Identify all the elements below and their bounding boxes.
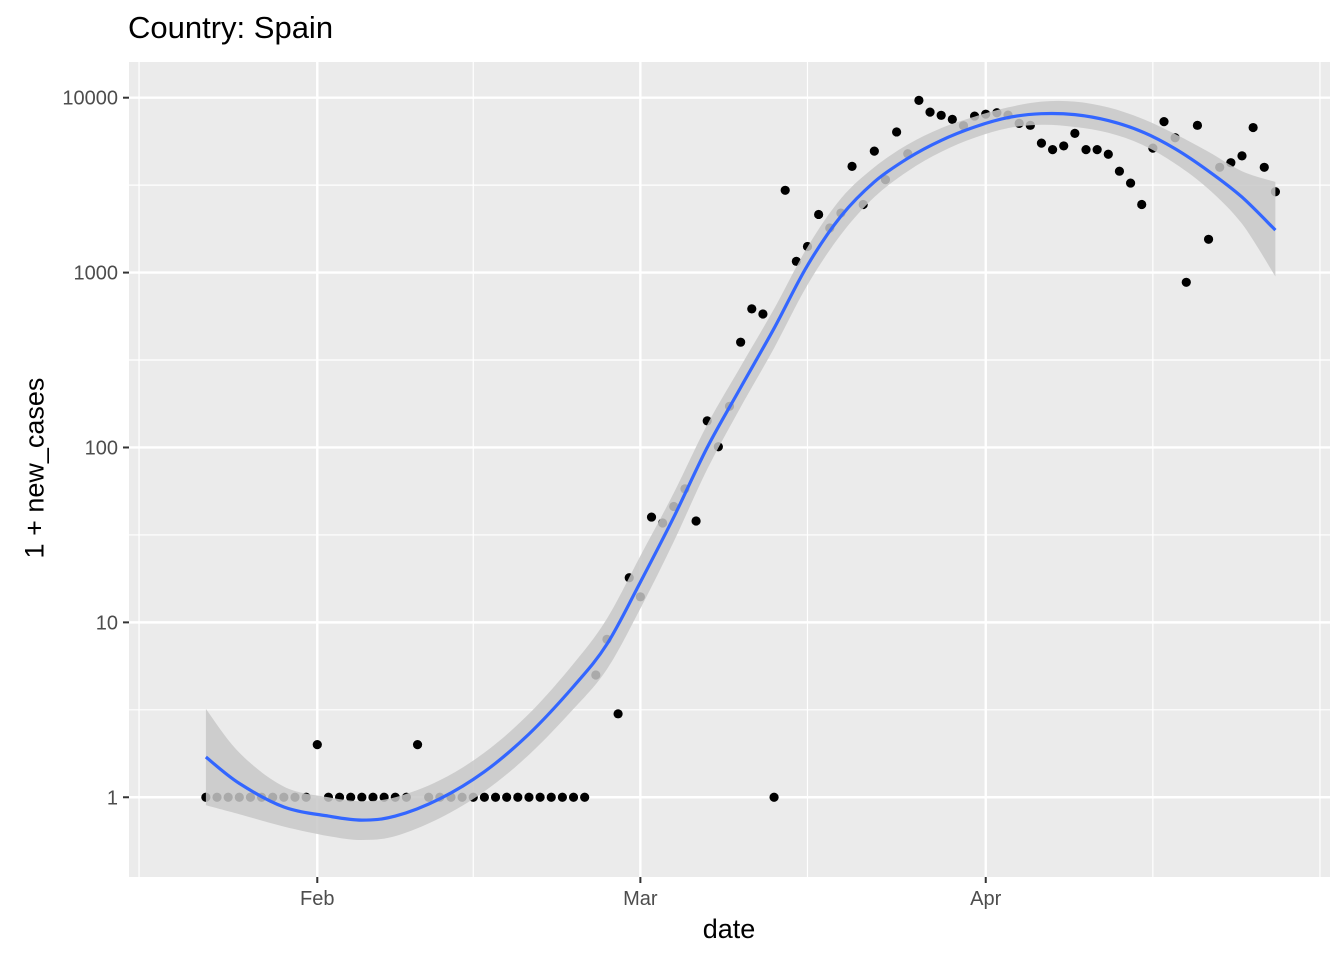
data-point <box>1259 162 1269 172</box>
data-point <box>1192 120 1203 130</box>
data-point <box>1125 178 1136 188</box>
data-point <box>524 792 534 802</box>
chart-title: Country: Spain <box>128 10 334 45</box>
data-point <box>736 337 746 347</box>
data-point <box>758 309 768 319</box>
data-point <box>568 792 579 802</box>
x-tick-label: Apr <box>970 888 1001 910</box>
data-point <box>925 107 935 117</box>
data-point <box>312 740 322 750</box>
data-point <box>936 110 946 120</box>
data-point <box>747 304 757 314</box>
data-point <box>947 114 957 124</box>
data-point <box>346 792 356 802</box>
data-point <box>502 792 512 802</box>
data-point <box>368 792 378 802</box>
data-point <box>1047 144 1058 155</box>
data-point <box>412 740 423 750</box>
plot-panel <box>129 62 1330 877</box>
data-point <box>914 95 924 106</box>
data-point <box>1103 149 1113 159</box>
y-tick-label: 10000 <box>62 88 118 110</box>
x-axis-label: date <box>702 914 756 944</box>
data-point <box>1159 117 1169 127</box>
data-point <box>1203 234 1214 244</box>
data-point <box>490 792 501 802</box>
data-point <box>1070 128 1080 138</box>
data-point <box>1092 144 1102 155</box>
data-point <box>1114 166 1125 176</box>
data-point <box>357 792 367 802</box>
data-point <box>1059 141 1069 151</box>
data-point <box>869 146 879 156</box>
data-point <box>513 792 523 802</box>
y-tick-label: 1 <box>107 787 118 809</box>
data-point <box>646 512 657 522</box>
data-point <box>1081 144 1091 155</box>
data-point <box>557 792 567 802</box>
data-point <box>691 516 701 526</box>
data-point <box>1036 138 1047 148</box>
data-point <box>769 792 779 802</box>
data-point <box>1248 122 1258 133</box>
data-point <box>546 792 556 802</box>
data-point <box>892 127 902 137</box>
data-point <box>580 792 590 802</box>
data-point <box>814 209 824 220</box>
y-tick-label: 10 <box>96 612 118 634</box>
y-tick-label: 100 <box>85 437 118 459</box>
x-tick-label: Mar <box>623 888 658 910</box>
data-point <box>1137 199 1147 210</box>
y-axis-label: 1 + new_cases <box>19 377 50 559</box>
data-point <box>479 792 489 802</box>
x-tick-label: Feb <box>300 888 334 910</box>
data-point <box>535 792 545 802</box>
data-point <box>847 161 857 171</box>
data-point <box>780 185 790 195</box>
data-point <box>1181 277 1191 287</box>
data-point <box>1237 151 1247 161</box>
data-point <box>613 709 623 719</box>
smooth-line <box>204 111 1277 822</box>
y-tick-label: 1000 <box>74 263 119 285</box>
